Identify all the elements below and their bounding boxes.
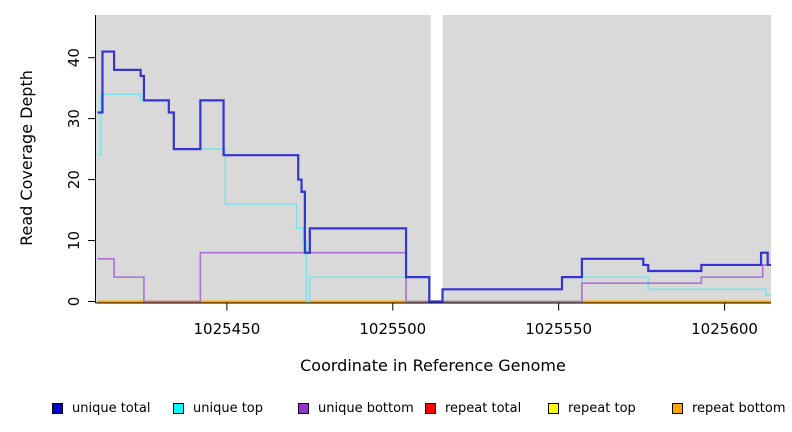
legend-swatch-repeat-bottom xyxy=(672,402,683,414)
legend-item-repeat-top: repeat top xyxy=(548,400,636,416)
x-tick-label: 1025550 xyxy=(525,320,592,338)
legend-item-repeat-bottom: repeat bottom xyxy=(672,400,786,416)
legend-swatch-unique-top xyxy=(173,402,184,414)
y-tick-label: 30 xyxy=(65,109,83,128)
series-unique-total xyxy=(97,50,771,303)
legend-swatch-unique-bottom xyxy=(298,402,309,414)
legend: unique total unique top unique bottom re… xyxy=(0,400,792,418)
legend-label: repeat total xyxy=(445,400,522,416)
legend-label: unique bottom xyxy=(318,400,414,416)
legend-label: repeat bottom xyxy=(692,400,786,416)
legend-item-repeat-total: repeat total xyxy=(425,400,521,416)
legend-swatch-repeat-top xyxy=(548,402,559,414)
legend-item-unique-bottom: unique bottom xyxy=(298,400,414,416)
y-tick-label: 40 xyxy=(65,48,83,67)
legend-label: unique top xyxy=(193,400,264,416)
legend-swatch-unique-total xyxy=(52,402,63,414)
y-tick-label: 20 xyxy=(65,170,83,189)
x-tick-label: 1025450 xyxy=(193,320,260,338)
gap-band xyxy=(430,15,443,303)
legend-item-unique-total: unique total xyxy=(52,400,150,416)
y-axis-title: Read Coverage Depth xyxy=(17,70,36,246)
legend-item-unique-top: unique top xyxy=(173,400,263,416)
legend-label: repeat top xyxy=(568,400,636,416)
y-tick-label: 0 xyxy=(65,297,83,307)
x-axis-title: Coordinate in Reference Genome xyxy=(300,356,566,375)
x-tick-label: 1025500 xyxy=(359,320,426,338)
legend-swatch-repeat-total xyxy=(425,402,436,414)
legend-label: unique total xyxy=(72,400,151,416)
y-tick-label: 10 xyxy=(65,231,83,250)
x-tick-label: 1025600 xyxy=(691,320,758,338)
